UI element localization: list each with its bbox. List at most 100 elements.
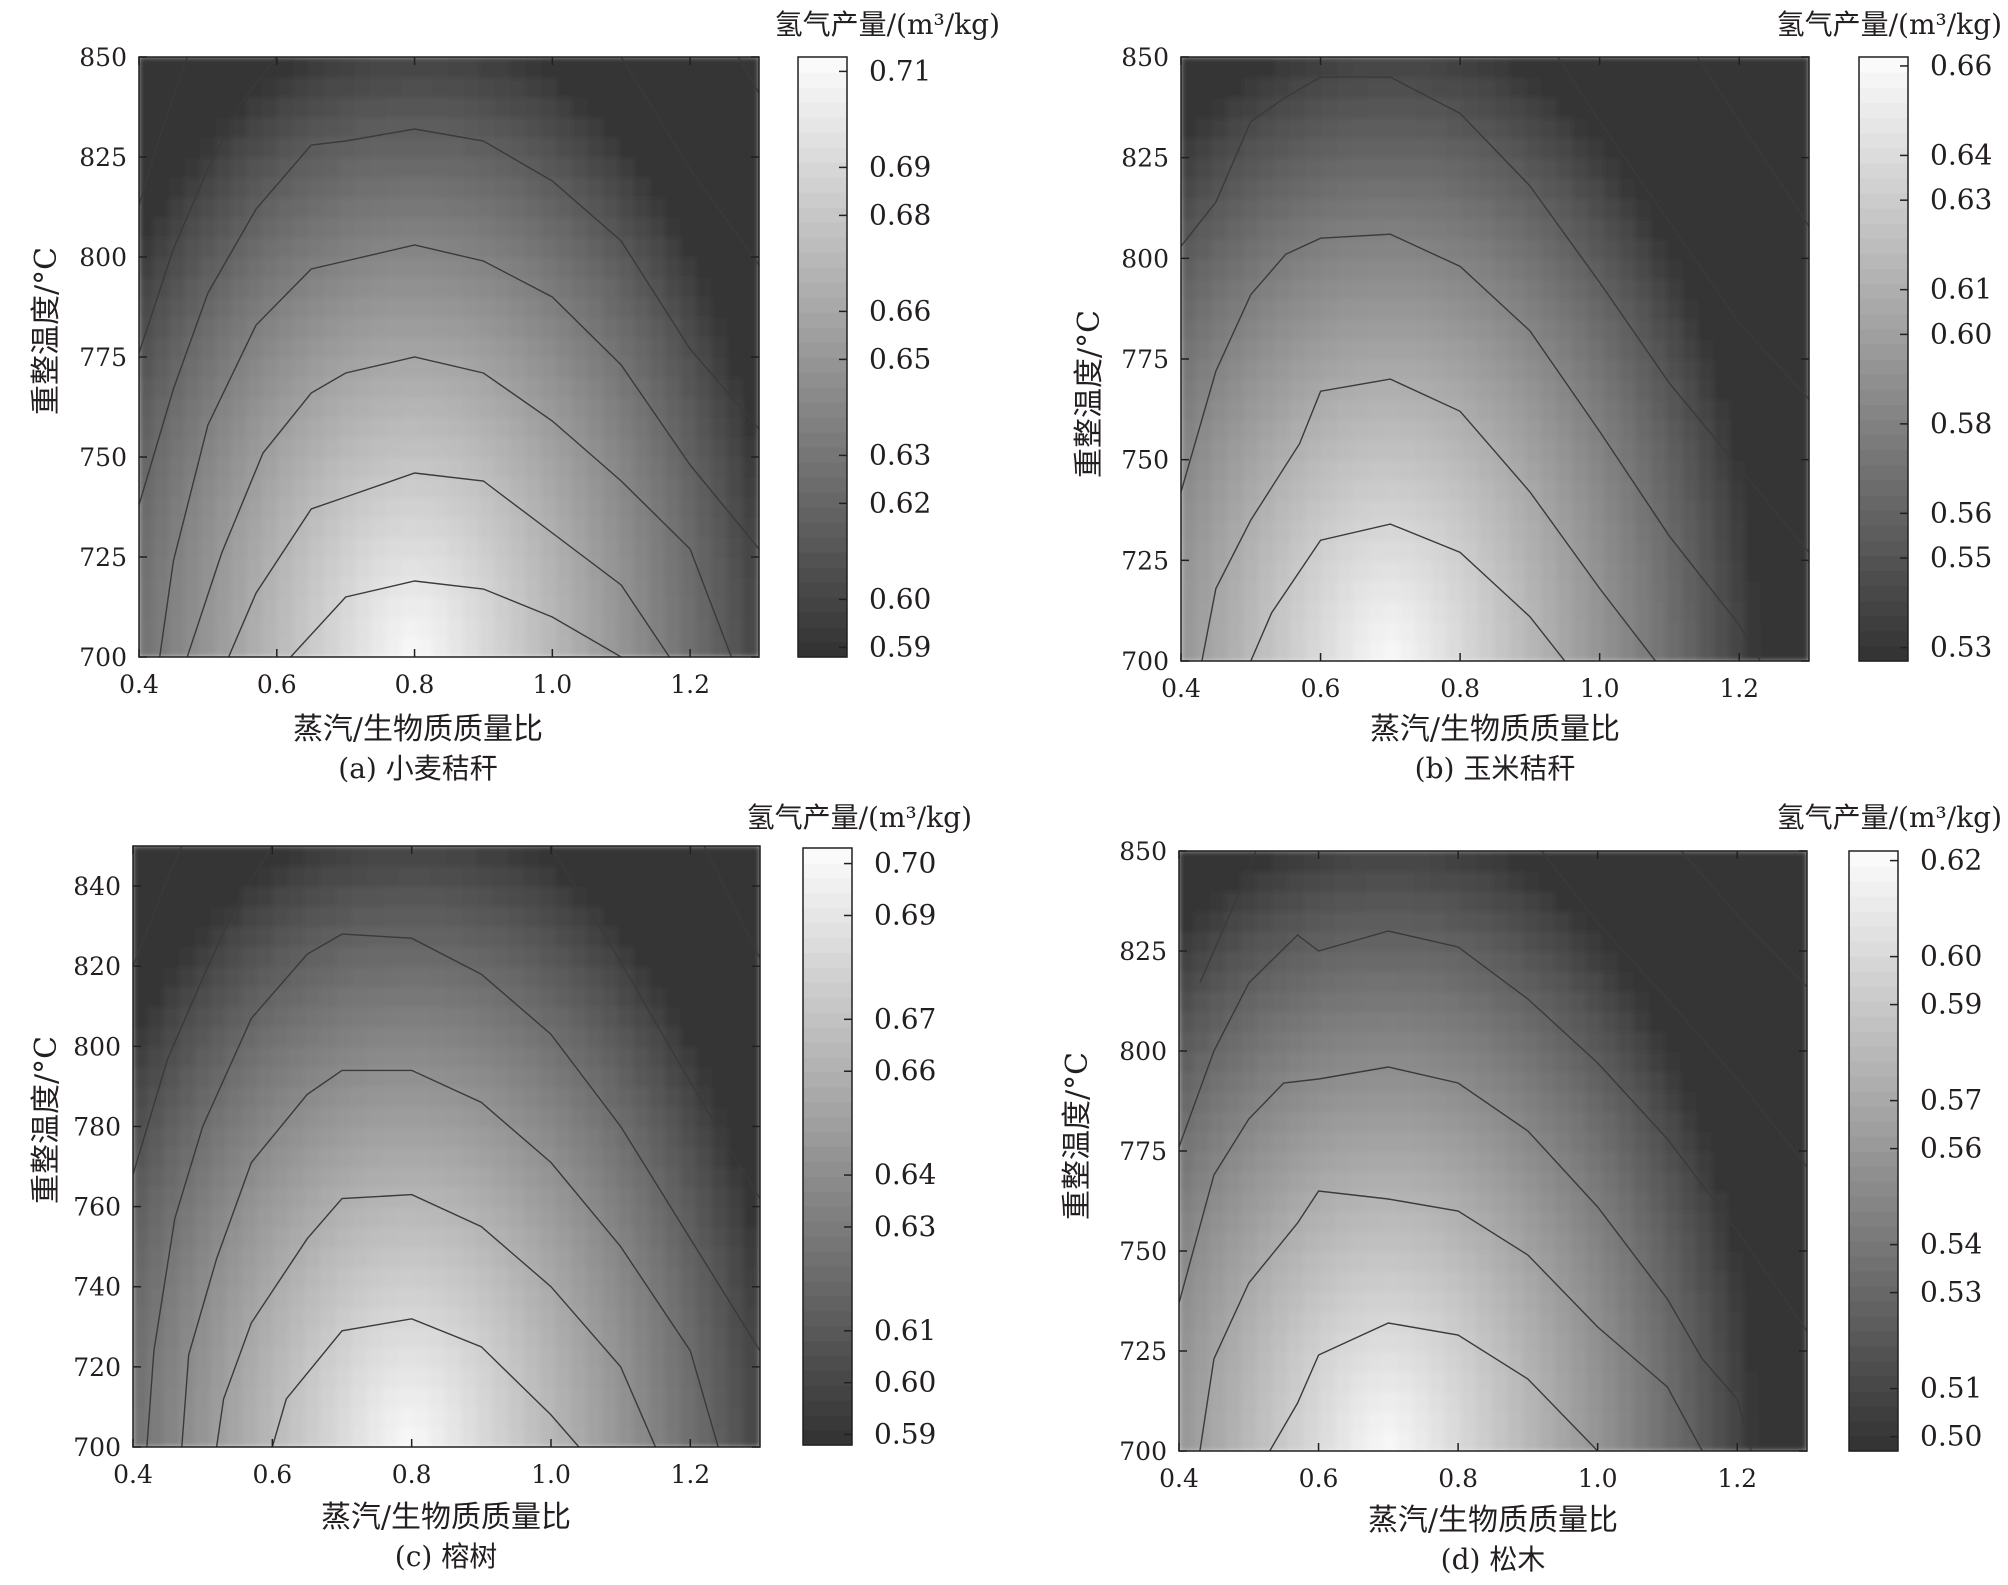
fill-cell: [603, 476, 621, 498]
fill-cell: [1350, 1330, 1369, 1352]
fill-cell: [541, 236, 559, 258]
fill-cell: [572, 57, 590, 78]
fill-cell: [147, 1145, 166, 1168]
fill-cell: [1588, 116, 1606, 139]
fill-cell: [1758, 1430, 1777, 1451]
fill-cell: [401, 57, 419, 78]
fill-cell: [603, 116, 621, 138]
fill-cell: [355, 556, 373, 578]
fill-cell: [680, 1385, 699, 1408]
fill-cell: [1211, 176, 1230, 199]
fill-cell: [461, 1165, 479, 1188]
fill-cell: [633, 1125, 652, 1148]
fill-cell: [308, 516, 326, 538]
fill-cell: [1586, 1150, 1604, 1172]
fill-cell: [742, 596, 759, 618]
fill-cell: [696, 1245, 714, 1268]
fill-cell: [461, 1426, 479, 1447]
fill-cell: [417, 136, 435, 158]
fill-cell: [432, 516, 450, 538]
fill-cell: [1698, 196, 1716, 219]
fill-cell: [727, 456, 745, 478]
fill-cell: [1696, 1190, 1714, 1212]
fill-cell: [1352, 539, 1371, 562]
fill-cell: [1523, 1010, 1542, 1032]
fill-cell: [680, 476, 698, 498]
fill-cell: [133, 1365, 150, 1388]
fill-cell: [696, 176, 714, 198]
fill-cell: [1413, 1090, 1432, 1112]
fill-cell: [1617, 1390, 1636, 1412]
fill-cell: [539, 1345, 558, 1368]
fill-cell: [1539, 930, 1557, 952]
fill-cell: [308, 276, 326, 298]
fill-cell: [1476, 1190, 1494, 1212]
fill-cell: [1258, 599, 1277, 622]
fill-cell: [1462, 76, 1481, 99]
fill-cell: [696, 496, 714, 518]
y-tick-label: 800: [79, 243, 127, 272]
fill-cell: [370, 376, 388, 398]
fill-cell: [603, 136, 621, 158]
fill-cell: [570, 1065, 589, 1088]
fill-cell: [169, 376, 187, 398]
fill-cell: [241, 1145, 260, 1168]
fill-cell: [1588, 559, 1606, 582]
fill-cell: [320, 1105, 338, 1128]
colorbar-band: [803, 1280, 852, 1297]
fill-cell: [617, 1205, 636, 1228]
fill-cell: [1444, 1110, 1463, 1132]
fill-cell: [727, 196, 745, 218]
fill-cell: [339, 516, 357, 538]
colorbar-band: [798, 297, 847, 313]
fill-cell: [1242, 478, 1261, 501]
fill-cell: [320, 1285, 338, 1308]
fill-cell: [587, 236, 605, 258]
fill-cell: [1321, 418, 1339, 441]
fill-cell: [1242, 539, 1261, 562]
fill-cell: [1633, 1070, 1651, 1092]
fill-cell: [1633, 1030, 1651, 1052]
colorbar-band: [1859, 147, 1908, 164]
fill-cell: [382, 1265, 401, 1288]
fill-cell: [525, 496, 543, 518]
fill-cell: [163, 945, 181, 968]
fill-cell: [1258, 196, 1277, 219]
fill-cell: [1258, 478, 1277, 501]
fill-cell: [1337, 378, 1355, 401]
fill-cell: [556, 356, 574, 378]
fill-cell: [153, 456, 171, 478]
fill-cell: [1523, 1210, 1542, 1232]
fill-cell: [1711, 1190, 1730, 1212]
fill-cell: [367, 1405, 385, 1428]
fill-cell: [649, 636, 667, 657]
fill-cell: [1446, 619, 1465, 642]
fill-cell: [727, 596, 745, 618]
fill-cell: [147, 1045, 166, 1068]
fill-cell: [1397, 1130, 1416, 1152]
fill-cell: [448, 456, 466, 478]
fill-cell: [603, 416, 621, 438]
fill-cell: [1619, 96, 1638, 119]
fill-cell: [633, 1165, 652, 1188]
fill-cell: [1727, 1150, 1746, 1172]
fill-cell: [525, 296, 543, 318]
fill-cell: [649, 1165, 667, 1188]
fill-cell: [429, 1065, 448, 1088]
fill-cell: [308, 76, 326, 98]
fill-cell: [1635, 498, 1653, 521]
fill-cell: [445, 1045, 464, 1068]
fill-cell: [194, 1105, 213, 1128]
fill-cell: [398, 1265, 417, 1288]
fill-cell: [711, 57, 729, 78]
x-tick-label: 0.8: [392, 1460, 432, 1489]
fill-cell: [479, 176, 497, 198]
fill-cell: [1554, 1430, 1573, 1451]
fill-cell: [432, 236, 450, 258]
fill-cell: [510, 576, 528, 598]
fill-cell: [1399, 599, 1418, 622]
fill-cell: [1713, 458, 1732, 481]
fill-cell: [1444, 1430, 1463, 1451]
fill-cell: [572, 196, 590, 218]
fill-cell: [262, 57, 280, 78]
